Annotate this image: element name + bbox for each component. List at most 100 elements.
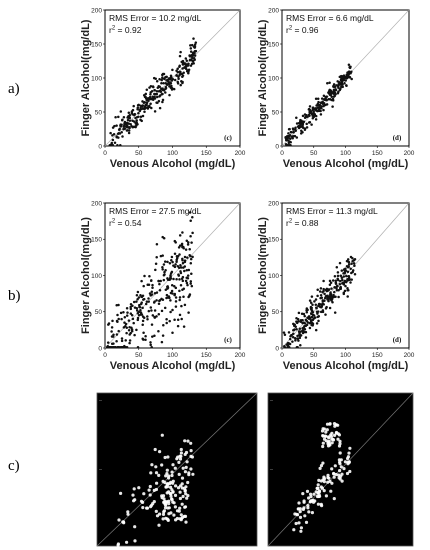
data-point (177, 509, 181, 513)
data-point (310, 312, 313, 316)
data-point (171, 78, 175, 81)
data-point (115, 319, 119, 323)
data-point (163, 260, 167, 263)
data-point (304, 330, 308, 334)
data-point (311, 117, 315, 120)
rms-error-label: RMS Error = 27.5 mg/dL (109, 206, 202, 216)
data-point (321, 299, 325, 302)
data-point (330, 481, 334, 485)
data-point (136, 316, 140, 320)
data-point (329, 434, 334, 439)
data-point (314, 490, 318, 494)
data-point (338, 261, 342, 265)
data-point (161, 479, 165, 483)
data-point (178, 490, 182, 494)
data-point (168, 296, 171, 300)
data-point (170, 258, 173, 262)
data-point (167, 512, 171, 516)
data-point (288, 342, 292, 346)
data-point (290, 135, 294, 138)
data-point (176, 70, 180, 74)
data-point (181, 75, 184, 78)
y-tick-label: 0 (275, 345, 279, 352)
data-point (118, 127, 121, 131)
data-point (155, 80, 159, 83)
data-point (339, 465, 343, 469)
data-point (299, 526, 303, 530)
data-point (130, 111, 134, 115)
data-point (328, 81, 331, 84)
data-point (169, 494, 173, 498)
data-point (295, 513, 300, 517)
data-point (322, 480, 326, 484)
data-point (318, 106, 321, 109)
y-tick-label: 100 (268, 273, 279, 280)
data-point (180, 242, 184, 246)
data-point (343, 460, 347, 464)
data-point (179, 284, 183, 287)
data-point (162, 278, 166, 282)
data-point (182, 71, 185, 75)
data-point (132, 321, 135, 325)
x-tick-label: 50 (310, 150, 318, 157)
data-point (179, 517, 183, 521)
data-point (172, 87, 176, 91)
data-point (297, 521, 301, 525)
data-point (131, 493, 135, 497)
data-point (324, 98, 327, 102)
data-point (298, 336, 302, 340)
data-point (115, 124, 118, 127)
data-point (331, 97, 335, 101)
data-point (173, 265, 177, 269)
data-point (155, 315, 158, 318)
data-point (336, 423, 340, 427)
data-point (179, 447, 183, 452)
data-point (189, 254, 192, 258)
data-point (328, 306, 332, 310)
data-point (137, 115, 140, 119)
data-point (305, 319, 309, 323)
data-point (286, 346, 289, 349)
data-point (294, 521, 298, 526)
data-point (126, 118, 130, 122)
data-point (163, 77, 166, 81)
data-point (178, 65, 181, 68)
data-point (342, 74, 345, 78)
data-point (320, 105, 323, 108)
data-point (338, 283, 342, 286)
data-point (336, 278, 340, 282)
data-point (192, 56, 196, 60)
data-point (297, 330, 301, 333)
data-point (291, 340, 294, 343)
data-point (137, 296, 141, 299)
data-point (169, 272, 173, 275)
data-point (350, 271, 353, 275)
data-point (122, 127, 125, 131)
data-point (330, 441, 334, 445)
data-point (289, 335, 292, 338)
data-point (154, 487, 158, 492)
data-point (317, 100, 320, 104)
data-point (288, 137, 292, 140)
data-point (160, 87, 164, 91)
data-point (188, 211, 192, 214)
data-point (295, 116, 298, 120)
data-point (159, 279, 162, 283)
data-point (177, 472, 181, 476)
data-point (184, 62, 187, 66)
data-point (297, 339, 300, 342)
data-point (135, 300, 138, 303)
data-point (300, 312, 304, 315)
data-point (322, 303, 325, 306)
data-point (170, 473, 174, 478)
data-point (348, 446, 352, 450)
data-point (303, 514, 307, 518)
data-point (188, 294, 191, 298)
data-point (342, 275, 346, 278)
data-point (170, 255, 174, 259)
data-point (117, 317, 120, 321)
data-point (187, 68, 191, 71)
data-point (350, 278, 353, 281)
data-point (178, 298, 181, 302)
data-point (347, 263, 351, 266)
